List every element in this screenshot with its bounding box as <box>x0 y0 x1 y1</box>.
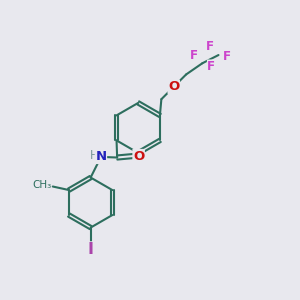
Text: I: I <box>88 242 94 256</box>
Text: O: O <box>168 80 179 93</box>
Text: CH₃: CH₃ <box>32 180 51 190</box>
Text: F: F <box>190 49 197 62</box>
Text: O: O <box>133 149 144 163</box>
Text: F: F <box>223 50 231 63</box>
Text: F: F <box>206 40 214 53</box>
Text: F: F <box>207 60 215 73</box>
Text: N: N <box>95 150 106 164</box>
Text: H: H <box>90 149 99 162</box>
